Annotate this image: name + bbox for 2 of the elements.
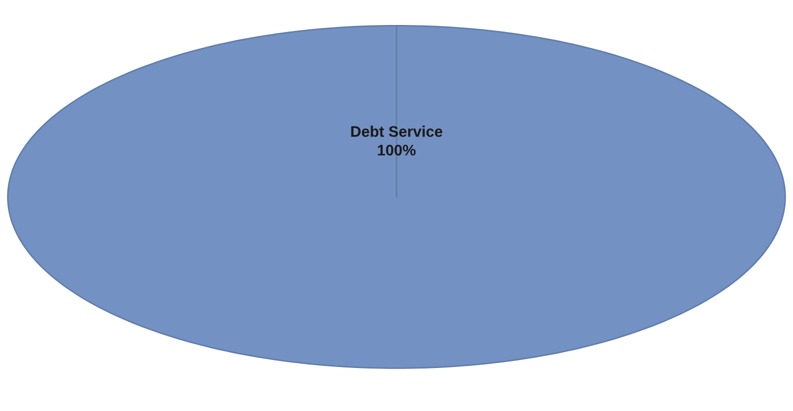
data-label: 100% — [378, 144, 416, 156]
slice-label: Debt Service — [351, 126, 442, 137]
